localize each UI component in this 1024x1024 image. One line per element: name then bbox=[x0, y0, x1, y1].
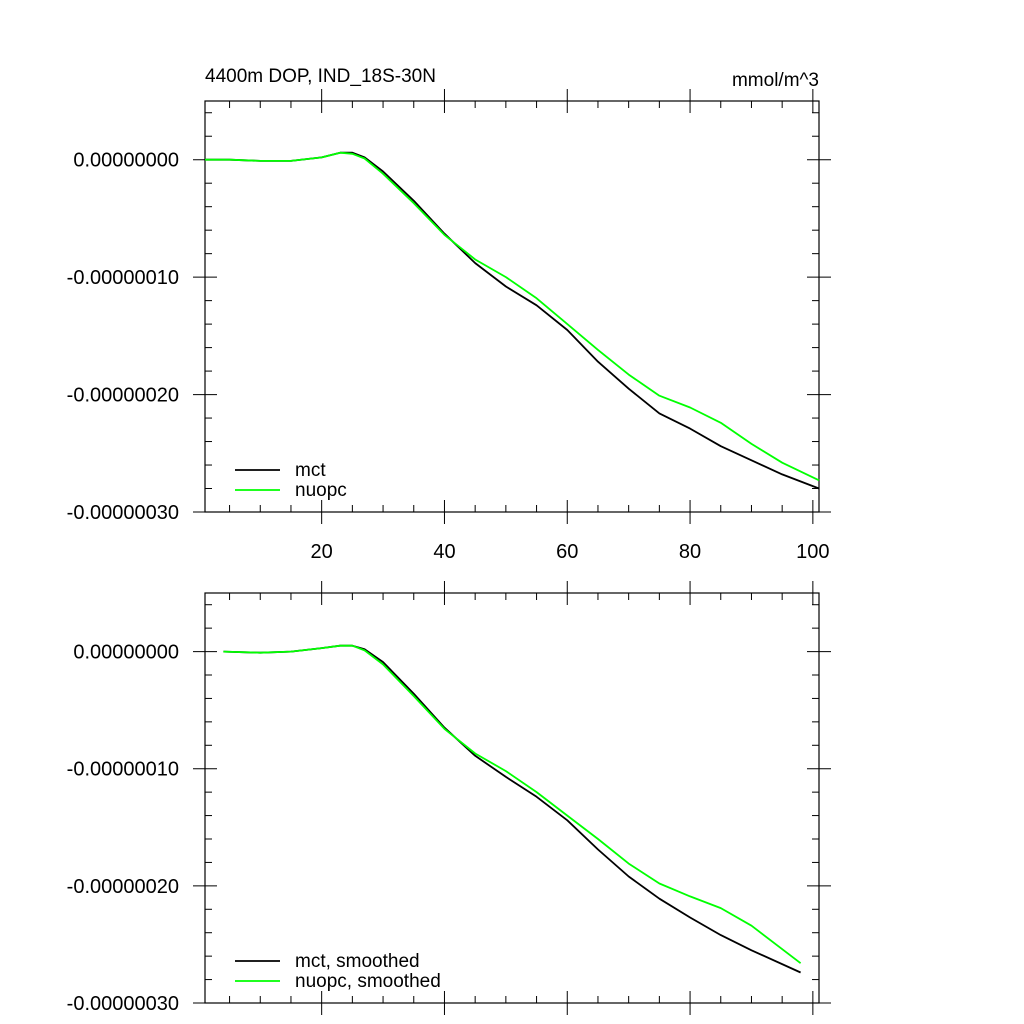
y-tick-label: -0.00000010 bbox=[67, 759, 179, 781]
chart-title: 4400m DOP, IND_18S-30N bbox=[205, 66, 436, 87]
y-tick-label: -0.00000030 bbox=[67, 502, 179, 524]
y-tick-label: 0.00000000 bbox=[73, 150, 179, 172]
y-tick-label: -0.00000020 bbox=[67, 876, 179, 898]
series-line-1 bbox=[223, 644, 801, 974]
x-tick-label: 20 bbox=[311, 541, 333, 563]
x-tick-label: 80 bbox=[679, 541, 701, 563]
series-line-2 bbox=[223, 644, 802, 964]
x-tick-label: 40 bbox=[433, 541, 455, 563]
plot-frame bbox=[204, 592, 820, 1004]
y-tick-label: -0.00000020 bbox=[67, 385, 179, 407]
chart-panel-2: 0.00000000 -0.00000010 -0.00000020 -0.00000… bbox=[67, 581, 831, 1015]
legend-label-1: mct, smoothed bbox=[295, 951, 420, 972]
legend-label-2: nuopc, smoothed bbox=[295, 971, 441, 992]
series-line-1 bbox=[205, 151, 820, 490]
x-tick-label: 60 bbox=[556, 541, 578, 563]
y-tick-label: 0.00000000 bbox=[73, 642, 179, 664]
legend-label-1: mct bbox=[295, 460, 326, 481]
plot-frame bbox=[204, 100, 820, 513]
chart-panel-1: 20 40 60 80 100 0.00000000 -0.00000010 -0.00000… bbox=[67, 66, 831, 563]
y-tick-label: -0.00000030 bbox=[67, 993, 179, 1015]
series-line-2 bbox=[205, 151, 820, 482]
x-tick-label: 100 bbox=[796, 541, 829, 563]
legend-label-2: nuopc bbox=[295, 480, 347, 501]
units-label: mmol/m^3 bbox=[732, 70, 819, 91]
y-tick-label: -0.00000010 bbox=[67, 267, 179, 289]
